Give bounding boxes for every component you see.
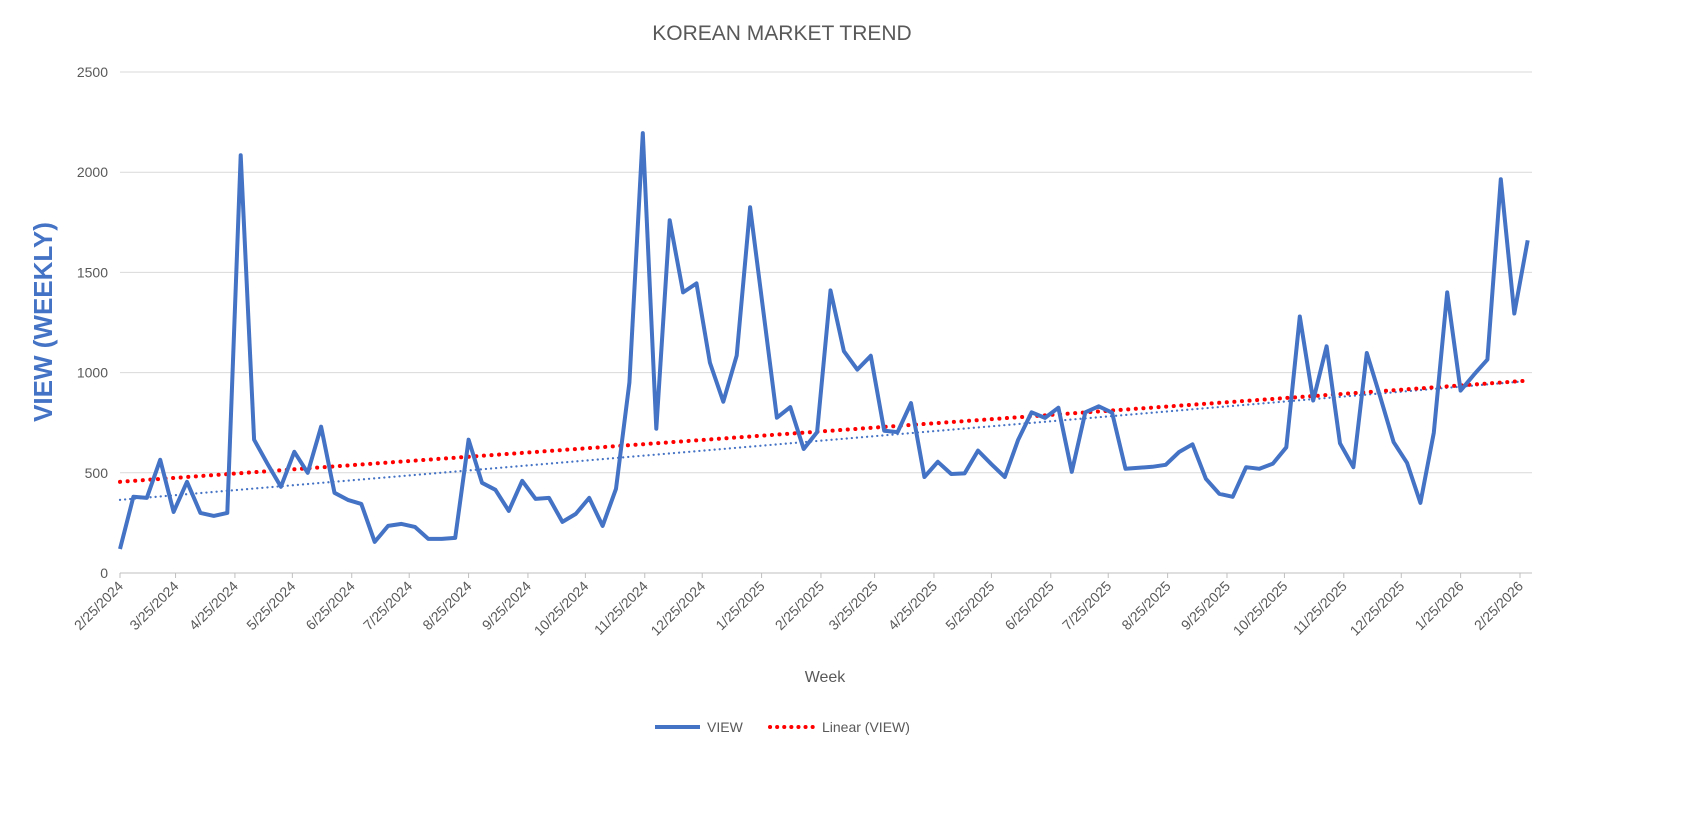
x-tick-label: 3/25/2024 — [126, 578, 182, 634]
y-tick-label: 0 — [100, 565, 108, 581]
x-tick-label: 5/25/2025 — [942, 578, 998, 634]
x-tick-label: 4/25/2024 — [186, 578, 242, 634]
y-tick-label: 1500 — [77, 264, 108, 280]
series-line-view — [118, 131, 1530, 550]
x-axis-title: Week — [805, 669, 847, 686]
x-tick-label: 1/25/2025 — [712, 578, 768, 634]
x-tick-label: 6/25/2025 — [1002, 578, 1058, 634]
y-axis-ticks: 0 500 1000 1500 2000 2500 — [77, 64, 108, 581]
x-tick-label: 7/25/2025 — [1059, 578, 1115, 634]
x-tick-label: 8/25/2025 — [1118, 578, 1174, 634]
x-tick-label: 12/25/2024 — [647, 578, 708, 639]
x-tick-label: 10/25/2024 — [531, 578, 592, 639]
legend-label-linear: Linear (VIEW) — [822, 719, 910, 735]
x-tick-label: 3/25/2025 — [825, 578, 881, 634]
x-tick-label: 1/25/2026 — [1411, 578, 1467, 634]
y-tick-label: 1000 — [77, 365, 108, 381]
y-tick-label: 2000 — [77, 164, 108, 180]
x-tick-label: 9/25/2024 — [479, 578, 535, 634]
chart-title: KOREAN MARKET TREND — [652, 22, 911, 45]
x-tick-label: 4/25/2025 — [885, 578, 941, 634]
x-tick-label: 7/25/2024 — [360, 578, 416, 634]
x-tick-label: 10/25/2025 — [1230, 578, 1291, 639]
y-tick-label: 2500 — [77, 64, 108, 80]
x-tick-label: 11/25/2025 — [1290, 578, 1350, 638]
x-tick-label: 5/25/2024 — [243, 578, 299, 634]
legend-label-view: VIEW — [707, 719, 744, 735]
x-tick-label: 9/25/2025 — [1178, 578, 1234, 634]
y-axis-title: VIEW (WEEKLY) — [28, 222, 58, 422]
x-tick-label: 8/25/2024 — [419, 578, 475, 634]
x-tick-label: 2/25/2026 — [1471, 578, 1527, 634]
x-tick-label: 6/25/2024 — [302, 578, 358, 634]
x-tick-label: 11/25/2024 — [591, 578, 651, 638]
y-tick-label: 500 — [85, 465, 109, 481]
gridlines — [120, 71, 1532, 574]
x-tick-label: 2/25/2024 — [71, 578, 127, 634]
x-tick-label: 12/25/2025 — [1347, 578, 1408, 639]
legend: VIEW Linear (VIEW) — [655, 719, 910, 735]
series-lines — [118, 131, 1530, 550]
x-tick-label: 2/25/2025 — [772, 578, 828, 634]
x-axis-ticks: 2/25/2024 3/25/2024 4/25/2024 5/25/2024 6/25… — [71, 573, 1527, 639]
